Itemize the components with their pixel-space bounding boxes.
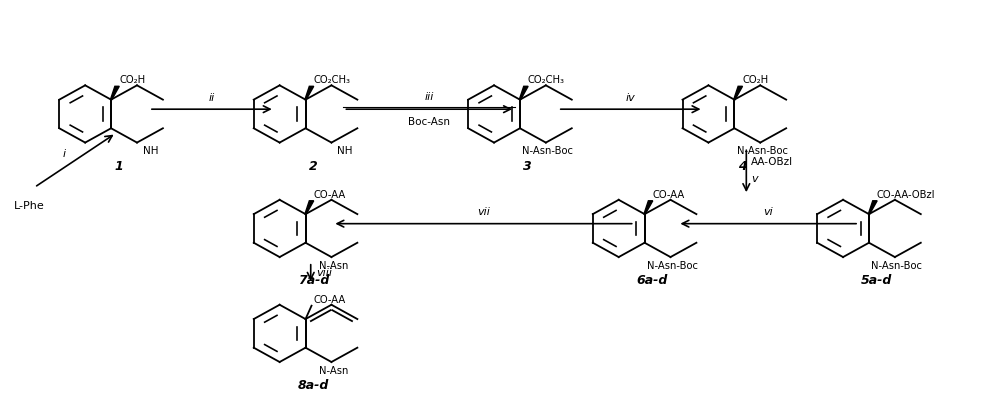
Text: AA-OBzl: AA-OBzl <box>751 157 793 167</box>
Text: Boc-Asn: Boc-Asn <box>408 117 450 127</box>
Polygon shape <box>305 201 314 214</box>
Text: N-Asn-Boc: N-Asn-Boc <box>647 261 698 271</box>
Text: N-Asn: N-Asn <box>319 261 348 271</box>
Text: CO₂H: CO₂H <box>119 75 145 85</box>
Polygon shape <box>305 86 314 100</box>
Text: NH: NH <box>337 147 353 156</box>
Text: ii: ii <box>209 92 215 103</box>
Polygon shape <box>110 86 119 100</box>
Text: 1: 1 <box>114 160 123 173</box>
Text: N-Asn-Boc: N-Asn-Boc <box>871 261 922 271</box>
Text: CO₂H: CO₂H <box>742 75 768 85</box>
Text: CO-AA: CO-AA <box>653 190 685 200</box>
Text: 8a-d: 8a-d <box>298 379 329 392</box>
Text: N-Asn-Boc: N-Asn-Boc <box>737 147 788 156</box>
Text: viii: viii <box>316 268 332 278</box>
Text: vi: vi <box>763 207 773 217</box>
Text: v: v <box>751 174 758 184</box>
Text: CO-AA: CO-AA <box>314 295 346 305</box>
Text: 7a-d: 7a-d <box>298 274 329 287</box>
Text: 4: 4 <box>738 160 746 173</box>
Text: NH: NH <box>143 147 158 156</box>
Text: CO-AA: CO-AA <box>314 190 346 200</box>
Text: i: i <box>63 149 66 159</box>
Text: 3: 3 <box>523 160 532 173</box>
Polygon shape <box>734 86 743 100</box>
Text: vii: vii <box>477 207 490 217</box>
Text: CO-AA-OBzl: CO-AA-OBzl <box>877 190 935 200</box>
Text: 2: 2 <box>309 160 318 173</box>
Polygon shape <box>644 201 653 214</box>
Text: N-Asn: N-Asn <box>319 366 348 376</box>
Text: iv: iv <box>626 92 636 103</box>
Text: CO₂CH₃: CO₂CH₃ <box>528 75 565 85</box>
Text: iii: iii <box>425 92 434 101</box>
Text: L-Phe: L-Phe <box>14 202 45 211</box>
Text: 5a-d: 5a-d <box>861 274 892 287</box>
Text: CO₂CH₃: CO₂CH₃ <box>314 75 351 85</box>
Polygon shape <box>868 201 877 214</box>
Text: 6a-d: 6a-d <box>637 274 668 287</box>
Polygon shape <box>519 86 528 100</box>
Text: N-Asn-Boc: N-Asn-Boc <box>522 147 573 156</box>
